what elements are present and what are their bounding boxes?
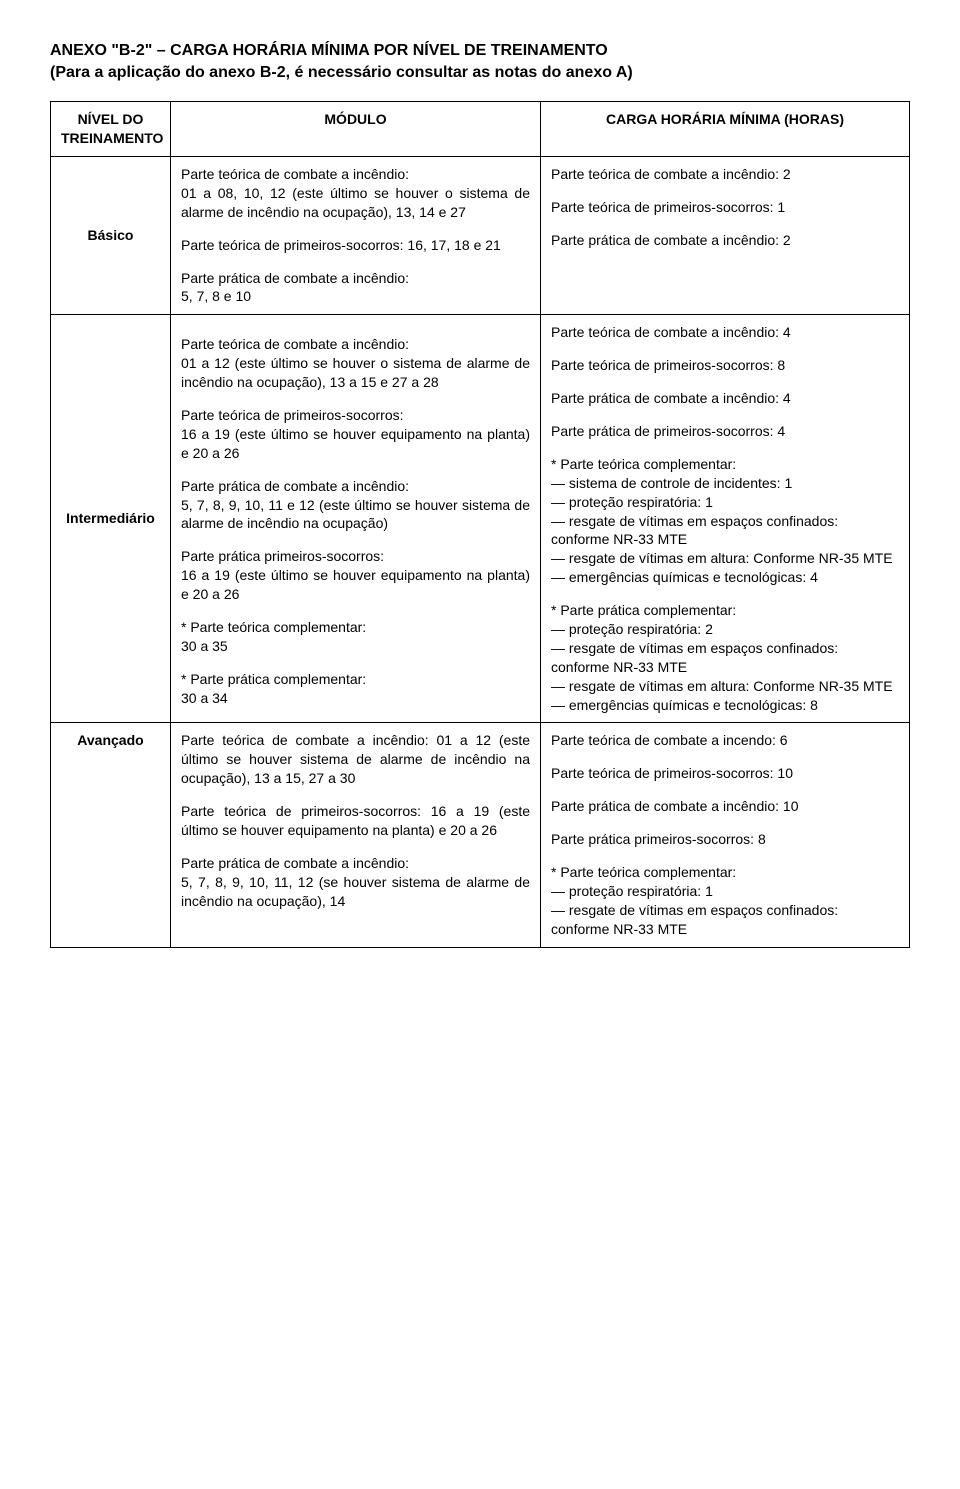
row-avancado: Avançado Parte teórica de combate a incê…	[51, 723, 910, 947]
text: Parte teórica de primeiros-socorros: 1	[551, 198, 899, 217]
text: 5, 7, 8, 9, 10, 11, 12 (se houver sistem…	[181, 874, 530, 909]
modulo-avancado: Parte teórica de combate a incêndio: 01 …	[171, 723, 541, 947]
text: Parte teórica de primeiros-socorros: 16,…	[181, 236, 530, 255]
text: Parte prática de primeiros-socorros: 4	[551, 422, 899, 441]
text: Parte prática primeiros-socorros:	[181, 548, 384, 564]
text: Parte teórica de combate a incêndio: 4	[551, 323, 899, 342]
nivel-basico: Básico	[51, 156, 171, 314]
text: Parte prática de combate a incêndio:	[181, 478, 409, 494]
text: * Parte teórica complementar:	[181, 619, 366, 635]
text: — resgate de vítimas em espaços confinad…	[551, 901, 899, 939]
row-intermediario: Intermediário Parte teórica de combate a…	[51, 315, 910, 723]
training-table: NÍVEL DO TREINAMENTO MÓDULO CARGA HORÁRI…	[50, 101, 910, 947]
text: 30 a 35	[181, 638, 228, 654]
text: Parte prática de combate a incêndio:	[181, 855, 409, 871]
text: Parte teórica de primeiros-socorros: 10	[551, 764, 899, 783]
nivel-intermediario: Intermediário	[51, 315, 171, 723]
carga-intermediario: Parte teórica de combate a incêndio: 4 P…	[541, 315, 910, 723]
text: — emergências químicas e tecnológicas: 8	[551, 696, 899, 715]
text: — emergências químicas e tecnológicas: 4	[551, 568, 899, 587]
text: Parte teórica de primeiros-socorros:	[181, 407, 404, 423]
modulo-intermediario: Parte teórica de combate a incêndio: 01 …	[171, 315, 541, 723]
text: * Parte teórica complementar:	[551, 863, 899, 882]
text: Parte teórica de combate a incêndio: 2	[551, 165, 899, 184]
text: Parte prática de combate a incêndio:	[181, 270, 409, 286]
text: * Parte prática complementar:	[551, 601, 899, 620]
text: — proteção respiratória: 1	[551, 493, 899, 512]
text: 01 a 08, 10, 12 (este último se houver o…	[181, 185, 530, 220]
header-nivel: NÍVEL DO TREINAMENTO	[51, 102, 171, 157]
text: Parte teórica de primeiros-socorros: 16 …	[181, 802, 530, 840]
text: 16 a 19 (este último se houver equipamen…	[181, 567, 530, 602]
modulo-basico: Parte teórica de combate a incêndio: 01 …	[171, 156, 541, 314]
text: — sistema de controle de incidentes: 1	[551, 474, 899, 493]
carga-avancado: Parte teórica de combate a incendo: 6 Pa…	[541, 723, 910, 947]
text: Parte prática de combate a incêndio: 2	[551, 231, 899, 250]
carga-basico: Parte teórica de combate a incêndio: 2 P…	[541, 156, 910, 314]
row-basico: Básico Parte teórica de combate a incênd…	[51, 156, 910, 314]
text: — resgate de vítimas em espaços confinad…	[551, 639, 899, 677]
text: — resgate de vítimas em altura: Conforme…	[551, 677, 899, 696]
text: Parte teórica de primeiros-socorros: 8	[551, 356, 899, 375]
text: 30 a 34	[181, 690, 228, 706]
text: Parte teórica de combate a incêndio:	[181, 336, 409, 352]
text: Parte teórica de combate a incêndio: 01 …	[181, 731, 530, 788]
text: — resgate de vítimas em altura: Conforme…	[551, 549, 899, 568]
header-carga: CARGA HORÁRIA MÍNIMA (HORAS)	[541, 102, 910, 157]
text: Parte teórica de combate a incendo: 6	[551, 731, 899, 750]
text: Parte prática de combate a incêndio: 10	[551, 797, 899, 816]
title-line-2: (Para a aplicação do anexo B-2, é necess…	[50, 62, 910, 84]
document-title: ANEXO "B-2" – CARGA HORÁRIA MÍNIMA POR N…	[50, 40, 910, 83]
text: * Parte prática complementar:	[181, 671, 366, 687]
text: Parte teórica de combate a incêndio:	[181, 166, 409, 182]
nivel-avancado: Avançado	[51, 723, 171, 947]
table-header-row: NÍVEL DO TREINAMENTO MÓDULO CARGA HORÁRI…	[51, 102, 910, 157]
header-modulo: MÓDULO	[171, 102, 541, 157]
text: Parte prática primeiros-socorros: 8	[551, 830, 899, 849]
text: 5, 7, 8 e 10	[181, 288, 251, 304]
text: Parte prática de combate a incêndio: 4	[551, 389, 899, 408]
text: * Parte teórica complementar:	[551, 455, 899, 474]
text: — proteção respiratória: 2	[551, 620, 899, 639]
text: 5, 7, 8, 9, 10, 11 e 12 (este último se …	[181, 497, 530, 532]
text: — proteção respiratória: 1	[551, 882, 899, 901]
text: 16 a 19 (este último se houver equipamen…	[181, 426, 530, 461]
title-line-1: ANEXO "B-2" – CARGA HORÁRIA MÍNIMA POR N…	[50, 40, 910, 62]
text: 01 a 12 (este último se houver o sistema…	[181, 355, 530, 390]
text: — resgate de vítimas em espaços confinad…	[551, 512, 899, 550]
